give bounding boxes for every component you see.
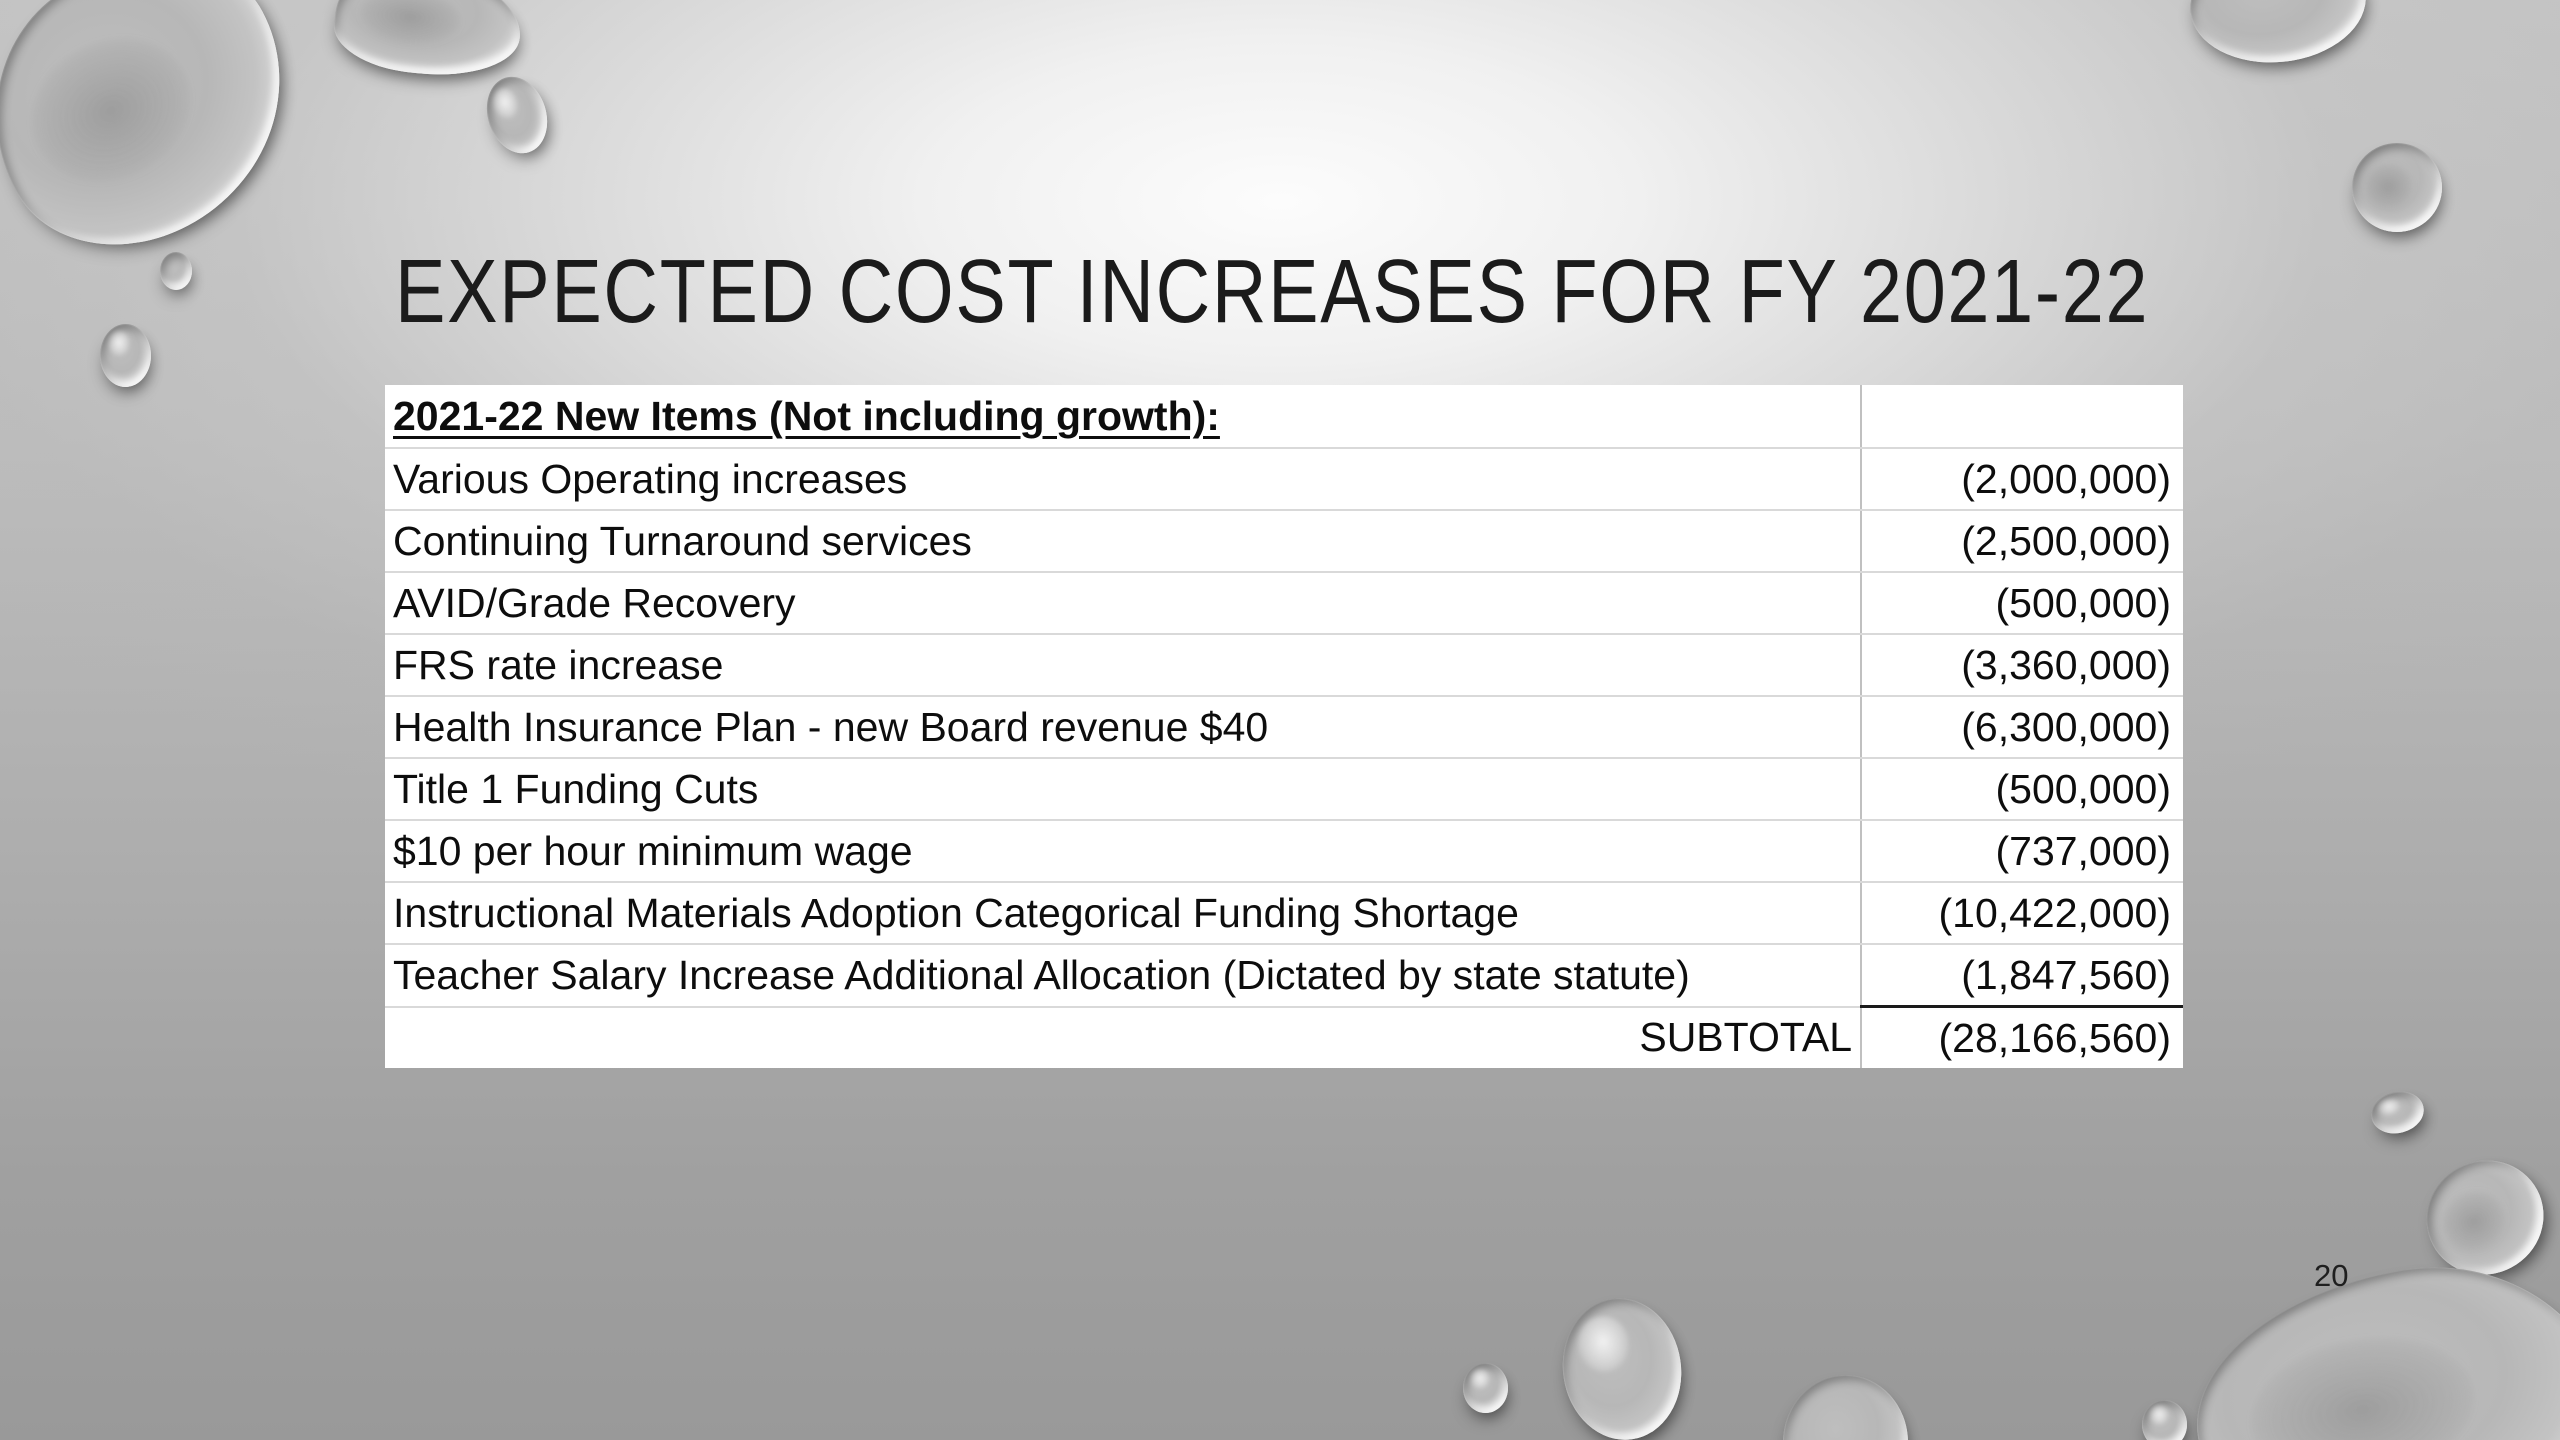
item-label: AVID/Grade Recovery	[385, 572, 1861, 634]
water-droplet	[2352, 143, 2442, 232]
table-row: Various Operating increases(2,000,000)	[385, 448, 2183, 510]
table-header-row: 2021-22 New Items (Not including growth)…	[385, 385, 2183, 448]
item-amount: (2,000,000)	[1861, 448, 2183, 510]
table-row: Health Insurance Plan - new Board revenu…	[385, 696, 2183, 758]
water-droplet	[0, 0, 335, 289]
water-droplet	[2184, 0, 2371, 71]
water-droplet	[1554, 1290, 1691, 1440]
item-label: $10 per hour minimum wage	[385, 820, 1861, 882]
item-label: FRS rate increase	[385, 634, 1861, 696]
item-label: Various Operating increases	[385, 448, 1861, 510]
water-droplet	[330, 0, 526, 83]
slide-page-number: 20	[2314, 1258, 2348, 1294]
table-row: Teacher Salary Increase Additional Alloc…	[385, 944, 2183, 1007]
water-droplet	[1783, 1375, 1908, 1440]
water-droplet	[477, 69, 556, 161]
water-droplet	[1463, 1363, 1508, 1413]
item-label: Title 1 Funding Cuts	[385, 758, 1861, 820]
cost-table-rows: Various Operating increases(2,000,000)Co…	[385, 448, 2183, 1007]
water-droplet	[2142, 1400, 2187, 1440]
item-amount: (3,360,000)	[1861, 634, 2183, 696]
item-amount: (737,000)	[1861, 820, 2183, 882]
table-header-cell: 2021-22 New Items (Not including growth)…	[385, 385, 1861, 448]
slide-title: EXPECTED COST INCREASES FOR FY 2021-22	[395, 247, 2149, 337]
presentation-slide: EXPECTED COST INCREASES FOR FY 2021-22 2…	[0, 0, 2560, 1440]
item-amount: (10,422,000)	[1861, 882, 2183, 944]
subtotal-amount: (28,166,560)	[1861, 1007, 2183, 1069]
table-row: AVID/Grade Recovery(500,000)	[385, 572, 2183, 634]
water-droplet	[100, 324, 151, 387]
item-amount: (500,000)	[1861, 572, 2183, 634]
subtotal-label: SUBTOTAL	[385, 1007, 1861, 1069]
cost-table: 2021-22 New Items (Not including growth)…	[385, 385, 2183, 1068]
table-row: Continuing Turnaround services(2,500,000…	[385, 510, 2183, 572]
item-label: Continuing Turnaround services	[385, 510, 1861, 572]
item-amount: (500,000)	[1861, 758, 2183, 820]
table-header-amount-cell	[1861, 385, 2183, 448]
subtotal-row: SUBTOTAL (28,166,560)	[385, 1007, 2183, 1069]
table-row: FRS rate increase(3,360,000)	[385, 634, 2183, 696]
table-header-label: 2021-22 New Items (Not including growth)…	[393, 393, 1220, 439]
item-amount: (2,500,000)	[1861, 510, 2183, 572]
item-label: Health Insurance Plan - new Board revenu…	[385, 696, 1861, 758]
water-droplet	[160, 252, 192, 290]
water-droplet	[2367, 1086, 2428, 1139]
item-amount: (6,300,000)	[1861, 696, 2183, 758]
table-row: $10 per hour minimum wage(737,000)	[385, 820, 2183, 882]
item-label: Teacher Salary Increase Additional Alloc…	[385, 944, 1861, 1007]
item-amount: (1,847,560)	[1861, 944, 2183, 1007]
table-row: Instructional Materials Adoption Categor…	[385, 882, 2183, 944]
item-label: Instructional Materials Adoption Categor…	[385, 882, 1861, 944]
table-row: Title 1 Funding Cuts(500,000)	[385, 758, 2183, 820]
